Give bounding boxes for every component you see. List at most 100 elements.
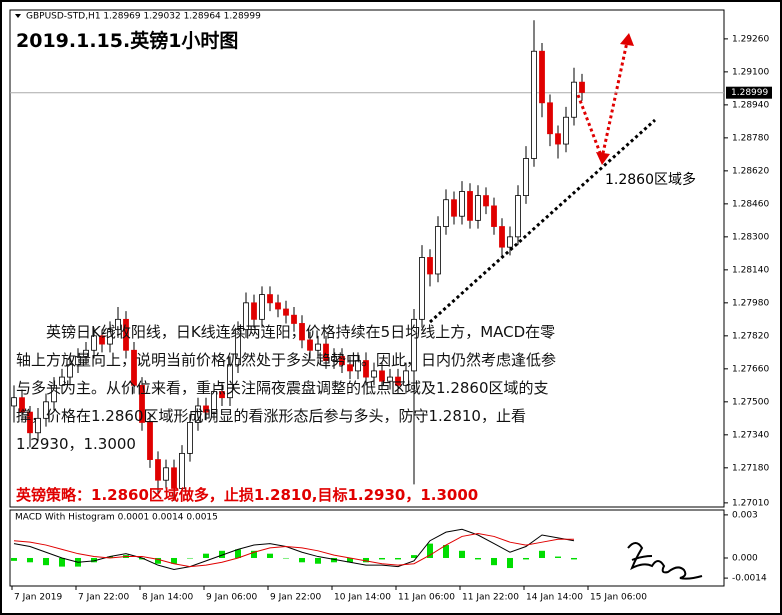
candle-body bbox=[443, 199, 449, 227]
candle-body bbox=[411, 318, 417, 372]
candle-body bbox=[211, 391, 217, 413]
histogram-bar bbox=[459, 550, 465, 558]
candle-body bbox=[139, 384, 145, 423]
candle-body bbox=[59, 376, 65, 386]
candle-body bbox=[155, 459, 161, 481]
candle-body bbox=[123, 318, 129, 351]
histogram-bar bbox=[139, 557, 145, 560]
candle-body bbox=[75, 356, 81, 366]
histogram-bar bbox=[347, 557, 353, 563]
candle-body bbox=[507, 236, 513, 248]
candle-body bbox=[467, 191, 473, 221]
histogram-bar bbox=[11, 557, 17, 561]
candle-body bbox=[339, 356, 345, 366]
x-tick-label: 11 Jan 06:00 bbox=[398, 593, 455, 603]
histogram-bar bbox=[475, 557, 481, 560]
histogram-bar bbox=[235, 549, 241, 558]
x-tick-label: 15 Jan 06:00 bbox=[590, 593, 647, 603]
trend-line bbox=[428, 118, 657, 324]
candle-body bbox=[299, 323, 305, 341]
candle-body bbox=[99, 335, 105, 345]
candle-body bbox=[331, 356, 337, 361]
candle-body bbox=[363, 360, 369, 378]
histogram-bar bbox=[107, 556, 113, 558]
macd-y-tick-label: 0.000 bbox=[732, 553, 758, 563]
candle-body bbox=[147, 422, 153, 460]
y-tick-label: 1.28780 bbox=[732, 133, 769, 143]
candle-body bbox=[579, 81, 585, 93]
macd-line bbox=[13, 533, 574, 568]
y-tick-label: 1.27010 bbox=[732, 498, 769, 508]
y-tick-label: 1.27820 bbox=[732, 331, 769, 341]
candle-body bbox=[195, 405, 201, 423]
candle-body bbox=[459, 191, 465, 217]
histogram-bar bbox=[171, 557, 177, 564]
candle-body bbox=[35, 417, 41, 434]
candle-body bbox=[275, 302, 281, 310]
candle-body bbox=[51, 384, 57, 403]
candle-body bbox=[379, 370, 385, 382]
x-tick-label: 9 Jan 22:00 bbox=[270, 593, 322, 603]
y-tick-label: 1.27340 bbox=[732, 430, 769, 440]
symbol-info: GBPUSD-STD,H1 1.28969 1.29032 1.28964 1.… bbox=[26, 12, 261, 22]
macd-title: MACD With Histogram 0.0001 0.0014 0.0015 bbox=[15, 513, 218, 523]
candle-body bbox=[171, 467, 177, 489]
histogram-bar bbox=[555, 556, 561, 558]
candle-body bbox=[131, 349, 137, 386]
candle-body bbox=[11, 397, 17, 407]
candle-body bbox=[451, 199, 457, 217]
current-price-box bbox=[726, 86, 772, 99]
macd-y-tick-label: -0.0014 bbox=[732, 574, 767, 584]
histogram-bar bbox=[91, 557, 97, 563]
candle-body bbox=[163, 467, 169, 481]
commentary: 英镑日K线收阳线，日K线连续两连阳，价格持续在5日均线上方，MACD在零轴上方放… bbox=[16, 323, 557, 453]
y-tick-label: 1.27660 bbox=[732, 364, 769, 374]
arrow-head bbox=[596, 152, 610, 165]
forecast-path bbox=[576, 41, 629, 164]
y-tick-label: 1.28940 bbox=[732, 100, 769, 110]
histogram-bar bbox=[571, 557, 577, 560]
candle-body bbox=[251, 302, 257, 320]
histogram-bar bbox=[491, 557, 497, 566]
histogram-bar bbox=[379, 557, 385, 560]
candle-body bbox=[67, 364, 73, 378]
candle-body bbox=[539, 50, 545, 104]
candle-body bbox=[491, 205, 497, 227]
candle-body bbox=[83, 349, 89, 357]
candle-body bbox=[203, 405, 209, 413]
candle-body bbox=[43, 401, 49, 419]
y-tick-label: 1.27980 bbox=[732, 298, 769, 308]
candle-body bbox=[235, 329, 241, 366]
price-frame bbox=[9, 9, 725, 508]
menu-arrow bbox=[15, 14, 21, 18]
histogram-bar bbox=[203, 553, 209, 558]
macd-y-tick-label: 0.003 bbox=[732, 510, 758, 520]
candle-body bbox=[547, 102, 553, 135]
candle-body bbox=[515, 195, 521, 238]
histogram-bar bbox=[395, 557, 401, 560]
histogram-bar bbox=[27, 557, 33, 563]
candle-body bbox=[371, 370, 377, 378]
candle-body bbox=[219, 391, 225, 399]
y-tick-label: 1.28300 bbox=[732, 232, 769, 242]
candle-body bbox=[355, 360, 361, 372]
y-tick-label: 1.27500 bbox=[732, 397, 769, 407]
histogram-bar bbox=[219, 550, 225, 558]
y-tick-label: 1.29100 bbox=[732, 67, 769, 77]
candle-body bbox=[227, 364, 233, 399]
candle-body bbox=[27, 411, 33, 434]
macd-frame bbox=[9, 509, 725, 587]
candle-body bbox=[259, 294, 265, 320]
candle-body bbox=[427, 257, 433, 275]
histogram-bar bbox=[251, 550, 257, 558]
x-tick-label: 11 Jan 22:00 bbox=[462, 593, 519, 603]
y-tick-label: 1.27180 bbox=[732, 463, 769, 473]
candle-body bbox=[187, 422, 193, 454]
x-tick-label: 10 Jan 14:00 bbox=[334, 593, 391, 603]
candle-body bbox=[91, 335, 97, 351]
y-tick-label: 1.28620 bbox=[732, 166, 769, 176]
histogram-bar bbox=[267, 553, 273, 558]
signature bbox=[627, 542, 703, 580]
